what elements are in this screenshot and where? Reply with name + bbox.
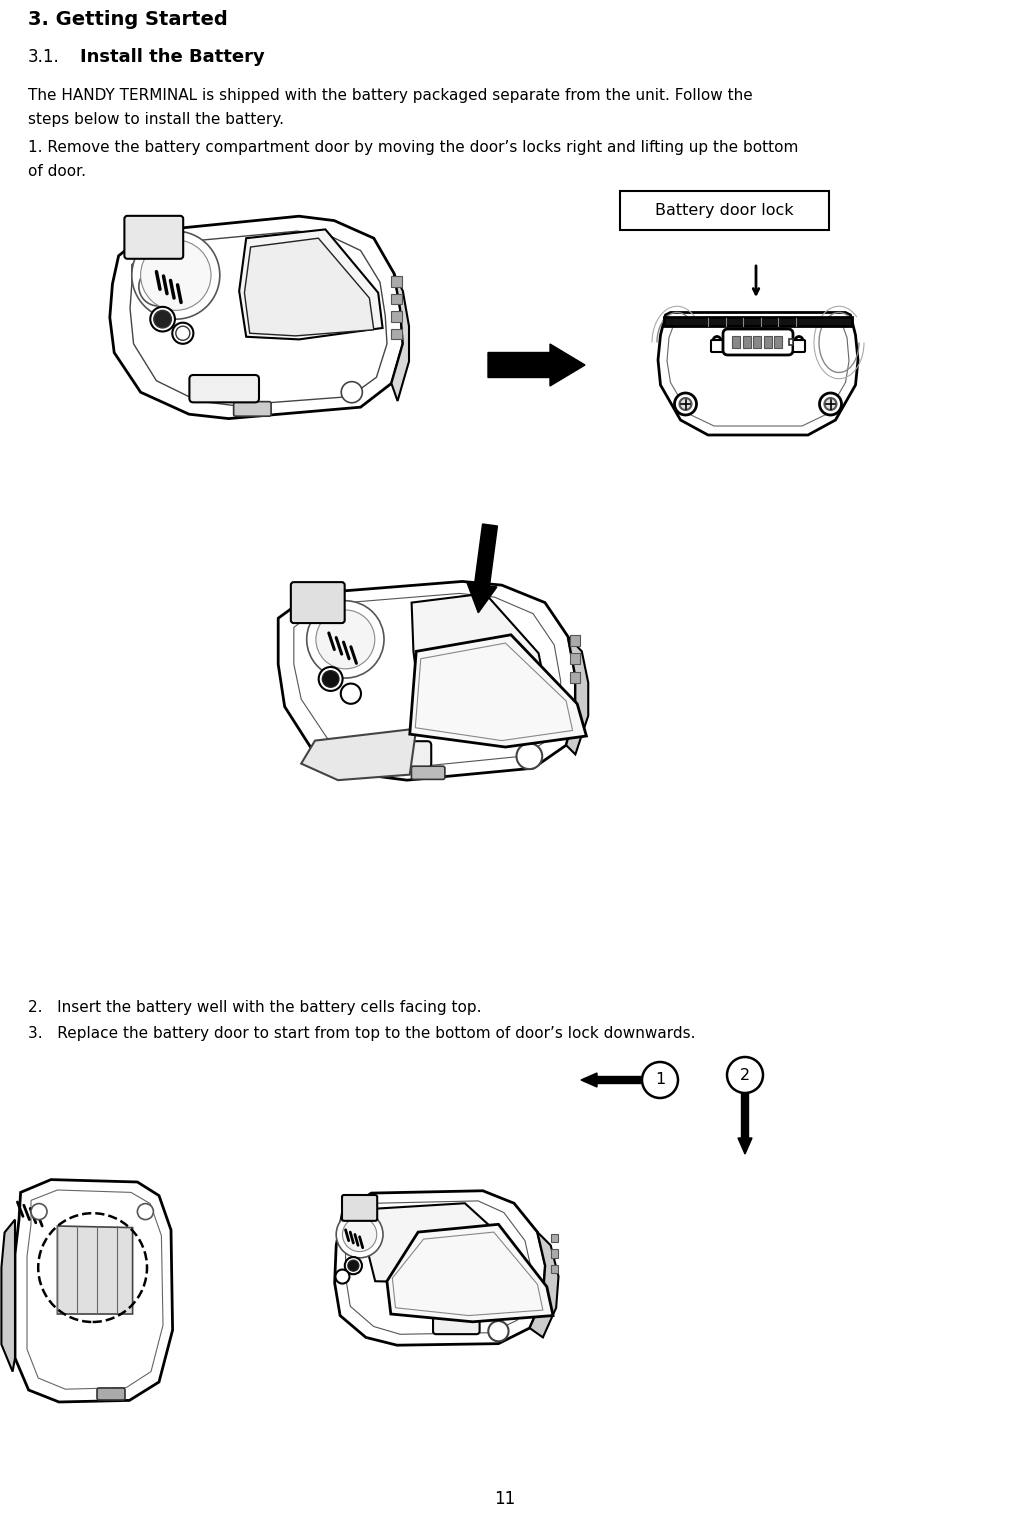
Circle shape [342, 1217, 377, 1252]
Circle shape [316, 611, 375, 668]
Circle shape [819, 393, 841, 415]
Bar [764, 336, 772, 348]
FancyBboxPatch shape [711, 340, 723, 352]
Bar [789, 339, 793, 345]
Circle shape [137, 1203, 154, 1220]
Bar [664, 317, 852, 327]
Bar [774, 336, 782, 348]
Text: 3.1.: 3.1. [28, 49, 60, 65]
Bar [742, 336, 750, 348]
Bar [570, 671, 580, 682]
Polygon shape [366, 1203, 514, 1284]
FancyBboxPatch shape [342, 1195, 377, 1221]
Polygon shape [387, 1224, 553, 1322]
Circle shape [131, 231, 220, 319]
FancyBboxPatch shape [190, 375, 259, 403]
Bar [753, 336, 761, 348]
Circle shape [336, 1211, 383, 1258]
Text: 11: 11 [494, 1490, 516, 1508]
Circle shape [344, 1258, 362, 1274]
FancyBboxPatch shape [411, 766, 444, 779]
Text: steps below to install the battery.: steps below to install the battery. [28, 112, 284, 128]
Polygon shape [15, 1180, 173, 1402]
Bar [392, 276, 402, 287]
Polygon shape [567, 636, 588, 755]
Bar [550, 1265, 558, 1273]
Polygon shape [1, 1220, 15, 1372]
Circle shape [319, 667, 342, 691]
Polygon shape [301, 729, 416, 781]
Circle shape [642, 1062, 678, 1098]
Polygon shape [239, 229, 383, 339]
Bar [392, 328, 402, 339]
Polygon shape [110, 216, 403, 419]
FancyArrow shape [488, 343, 585, 386]
Circle shape [680, 398, 692, 410]
Bar [550, 1249, 558, 1258]
Text: Install the Battery: Install the Battery [80, 49, 265, 65]
Text: 3.   Replace the battery door to start from top to the bottom of door’s lock dow: 3. Replace the battery door to start fro… [28, 1025, 696, 1041]
Bar [570, 653, 580, 664]
Circle shape [335, 1270, 349, 1284]
Circle shape [140, 240, 211, 310]
FancyArrow shape [738, 1094, 752, 1154]
Text: 2: 2 [740, 1068, 750, 1083]
Circle shape [516, 743, 542, 769]
Polygon shape [58, 1226, 132, 1314]
Text: of door.: of door. [28, 164, 86, 179]
Circle shape [31, 1203, 47, 1220]
FancyBboxPatch shape [97, 1388, 125, 1401]
Bar [550, 1233, 558, 1243]
Circle shape [824, 398, 836, 410]
Circle shape [307, 600, 384, 677]
Circle shape [176, 327, 190, 340]
FancyBboxPatch shape [793, 340, 805, 352]
Text: 1: 1 [654, 1072, 666, 1088]
FancyBboxPatch shape [124, 216, 183, 258]
FancyArrow shape [468, 524, 498, 612]
FancyArrow shape [581, 1072, 642, 1088]
Circle shape [340, 684, 361, 703]
Polygon shape [278, 582, 576, 781]
FancyBboxPatch shape [723, 330, 793, 355]
Circle shape [150, 307, 175, 331]
Polygon shape [392, 273, 409, 401]
Circle shape [138, 267, 178, 305]
FancyBboxPatch shape [364, 741, 431, 767]
Polygon shape [529, 1232, 559, 1337]
Polygon shape [410, 635, 587, 747]
FancyBboxPatch shape [291, 582, 344, 623]
Polygon shape [334, 1191, 545, 1346]
Circle shape [341, 381, 363, 403]
Bar [570, 635, 580, 646]
Circle shape [347, 1261, 359, 1271]
Bar [732, 336, 740, 348]
Circle shape [675, 393, 697, 415]
Circle shape [173, 322, 193, 343]
FancyBboxPatch shape [433, 1314, 480, 1334]
Polygon shape [658, 313, 858, 434]
FancyBboxPatch shape [233, 401, 271, 416]
Text: Battery door lock: Battery door lock [655, 204, 794, 219]
Text: 2.   Insert the battery well with the battery cells facing top.: 2. Insert the battery well with the batt… [28, 1000, 482, 1015]
Circle shape [727, 1057, 763, 1094]
Text: The HANDY TERMINAL is shipped with the battery packaged separate from the unit. : The HANDY TERMINAL is shipped with the b… [28, 88, 752, 103]
Text: 3. Getting Started: 3. Getting Started [28, 11, 227, 29]
Circle shape [488, 1322, 509, 1341]
Bar [392, 311, 402, 322]
Circle shape [322, 671, 339, 687]
Polygon shape [244, 238, 374, 336]
Text: 1. Remove the battery compartment door by moving the door’s locks right and lift: 1. Remove the battery compartment door b… [28, 140, 798, 155]
FancyBboxPatch shape [620, 191, 829, 229]
Bar [392, 293, 402, 304]
Circle shape [154, 310, 172, 328]
Polygon shape [412, 594, 545, 697]
